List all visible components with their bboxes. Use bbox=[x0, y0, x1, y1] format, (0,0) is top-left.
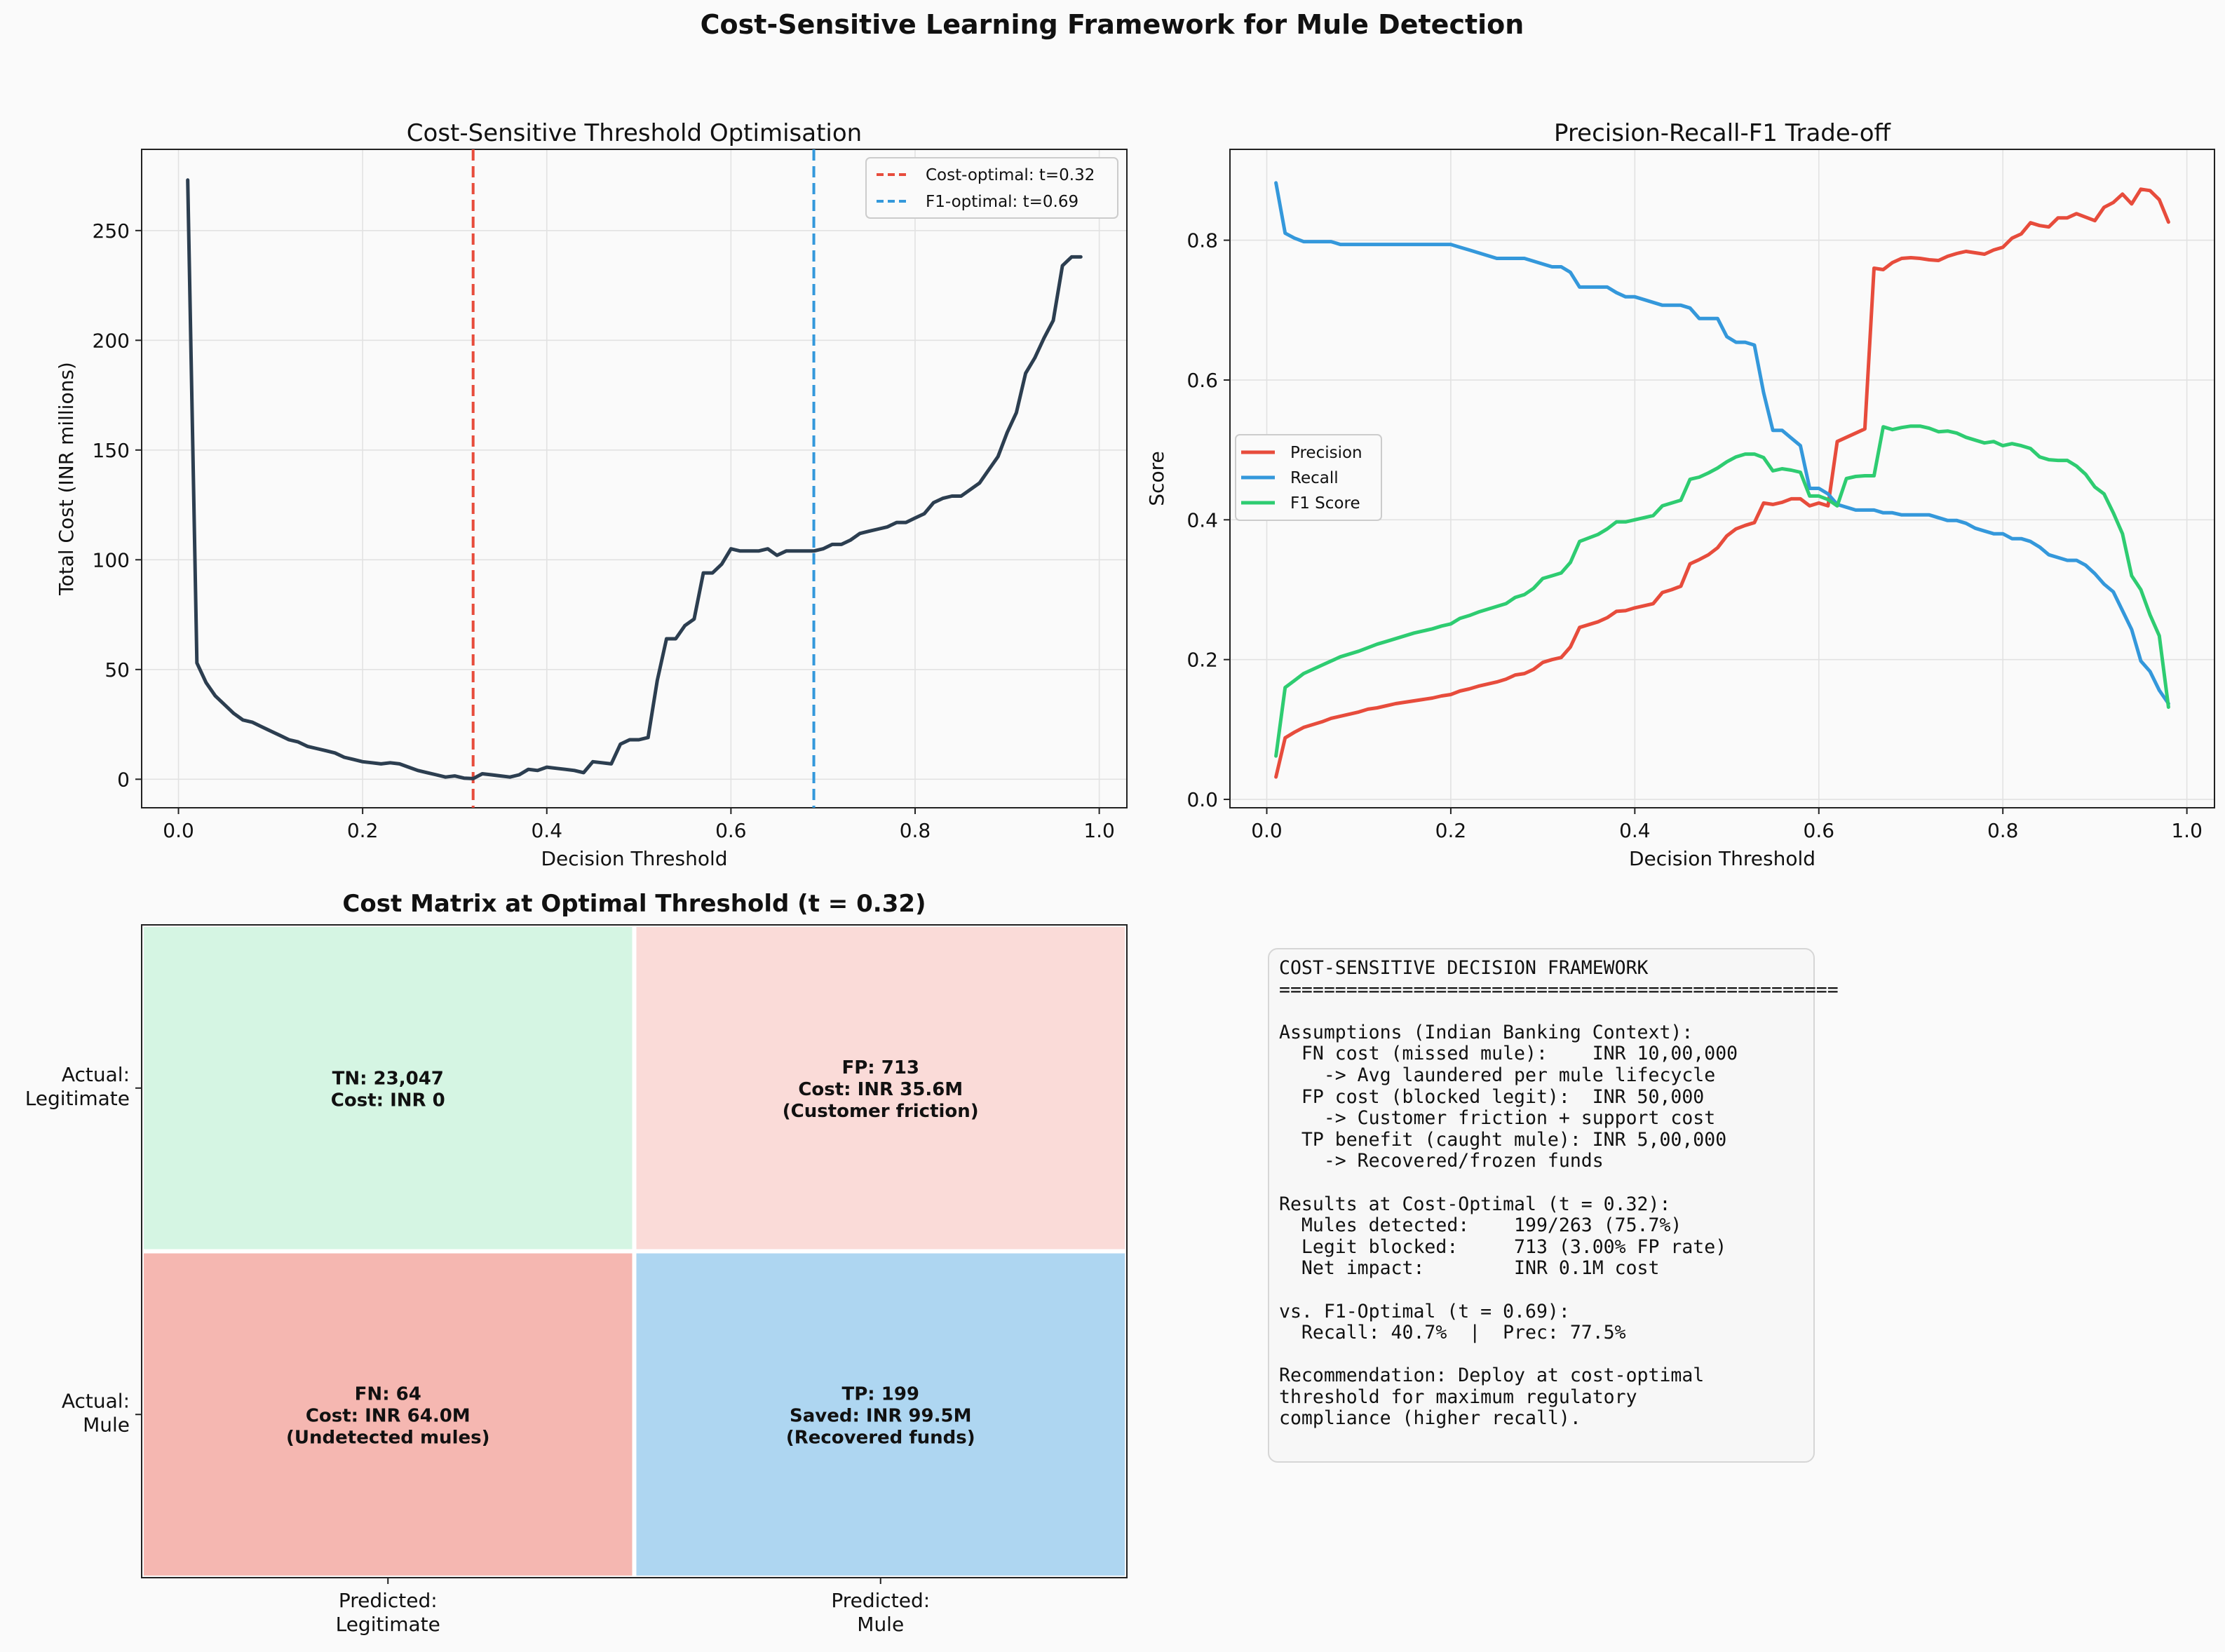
y-tick-label: 0.8 bbox=[1186, 229, 1218, 252]
framework-textbox: COST-SENSITIVE DECISION FRAMEWORK ======… bbox=[1268, 948, 1839, 1463]
cell-label-tn: TN: 23,047 bbox=[332, 1068, 444, 1089]
x-tick-label: 0.0 bbox=[163, 819, 194, 842]
x-tick-label: 0.2 bbox=[1435, 819, 1467, 842]
cell-label-tn: Cost: INR 0 bbox=[331, 1090, 445, 1111]
legend: Precision Recall F1 Score bbox=[1235, 434, 1382, 521]
framework-text: COST-SENSITIVE DECISION FRAMEWORK ======… bbox=[1279, 957, 1839, 1430]
plot-frame bbox=[141, 149, 1128, 808]
cost-matrix-cell-tn bbox=[144, 927, 633, 1250]
legend: Cost-optimal: t=0.32 F1-optimal: t=0.69 bbox=[865, 157, 1118, 219]
plot-frame bbox=[141, 924, 1128, 1578]
x-axis-label: Decision Threshold bbox=[1629, 847, 1815, 870]
cell-label-fn: (Undetected mules) bbox=[286, 1427, 489, 1448]
figure-title: Cost-Sensitive Learning Framework for Mu… bbox=[701, 9, 1524, 40]
y-tick-label: 0.2 bbox=[1186, 649, 1218, 672]
cost-curve bbox=[186, 178, 1083, 780]
cell-label-fp: Cost: INR 35.6M bbox=[798, 1079, 963, 1100]
legend-frame bbox=[865, 157, 1118, 219]
y-tick-label: 50 bbox=[104, 658, 130, 682]
f1-score-line bbox=[1274, 424, 2170, 758]
row-label: Actual: Legitimate bbox=[25, 1063, 130, 1110]
y-tick-label: 0.4 bbox=[1186, 508, 1218, 532]
y-tick-label: 0 bbox=[117, 768, 130, 791]
cell-label-fn: Cost: INR 64.0M bbox=[306, 1405, 471, 1426]
y-axis-label: Score bbox=[1145, 451, 1168, 506]
x-tick-label: 1.0 bbox=[1083, 819, 1115, 842]
cell-label-tp: Saved: INR 99.5M bbox=[790, 1405, 971, 1426]
y-tick-label: 0.6 bbox=[1186, 369, 1218, 392]
legend-frame bbox=[1235, 434, 1382, 521]
precision-line bbox=[1274, 187, 2170, 779]
cell-label-fp: FP: 713 bbox=[841, 1057, 919, 1078]
recall-line bbox=[1274, 181, 2170, 705]
x-tick-label: 0.6 bbox=[1804, 819, 1835, 842]
x-tick-label: 0.8 bbox=[900, 819, 931, 842]
y-tick-label: 250 bbox=[93, 219, 130, 243]
chart-title: Precision-Recall-F1 Trade-off bbox=[1554, 119, 1891, 147]
cost-matrix-cell-tp bbox=[636, 1253, 1125, 1576]
cost-threshold-chart: 0.0 0.2 0.4 0.6 0.8 1.0 0 50 100 150 200 250 Cost-Se… bbox=[55, 119, 1128, 870]
cost-matrix-chart: Cost Matrix at Optimal Threshold (t = 0.… bbox=[25, 890, 1128, 1636]
y-axis-label: Total Cost (INR millions) bbox=[55, 362, 78, 596]
column-label: Predicted: Mule bbox=[831, 1589, 930, 1636]
x-axis-label: Decision Threshold bbox=[541, 847, 727, 870]
chart-title: Cost-Sensitive Threshold Optimisation bbox=[407, 119, 862, 147]
plot-area bbox=[142, 149, 1127, 808]
x-tick-label: 0.2 bbox=[347, 819, 379, 842]
legend-label: Recall bbox=[1290, 469, 1339, 487]
x-tick-label: 0.0 bbox=[1251, 819, 1283, 842]
y-tick-label: 200 bbox=[93, 329, 130, 352]
legend-label: F1 Score bbox=[1290, 494, 1360, 513]
y-tick-label: 0.0 bbox=[1186, 788, 1218, 811]
chart-title: Cost Matrix at Optimal Threshold (t = 0.… bbox=[342, 890, 926, 918]
legend-label: Precision bbox=[1290, 444, 1362, 462]
y-tick-label: 150 bbox=[93, 439, 130, 462]
x-tick-label: 1.0 bbox=[2171, 819, 2203, 842]
cell-label-fp: (Customer friction) bbox=[783, 1101, 979, 1122]
cell-label-fn: FN: 64 bbox=[355, 1383, 421, 1404]
x-tick-label: 0.8 bbox=[1987, 819, 2019, 842]
precision-recall-chart: 0.0 0.2 0.4 0.6 0.8 1.0 0.0 0.2 0.4 0.6 0.8 Precisi… bbox=[1145, 119, 2215, 870]
column-label: Predicted: Legitimate bbox=[336, 1589, 440, 1636]
x-tick-label: 0.4 bbox=[531, 819, 562, 842]
y-tick-label: 100 bbox=[93, 548, 130, 571]
cell-label-tp: TP: 199 bbox=[841, 1383, 919, 1404]
x-tick-label: 0.6 bbox=[715, 819, 747, 842]
x-tick-label: 0.4 bbox=[1619, 819, 1651, 842]
cost-matrix-cell-fn bbox=[144, 1253, 633, 1576]
legend-label: Cost-optimal: t=0.32 bbox=[926, 166, 1095, 184]
legend-label: F1-optimal: t=0.69 bbox=[926, 193, 1078, 211]
row-label: Actual: Mule bbox=[62, 1389, 130, 1436]
cell-label-tp: (Recovered funds) bbox=[786, 1427, 975, 1448]
plot-area bbox=[1230, 149, 2214, 808]
plot-frame bbox=[1229, 149, 2215, 808]
cost-matrix-cell-fp bbox=[636, 927, 1125, 1250]
